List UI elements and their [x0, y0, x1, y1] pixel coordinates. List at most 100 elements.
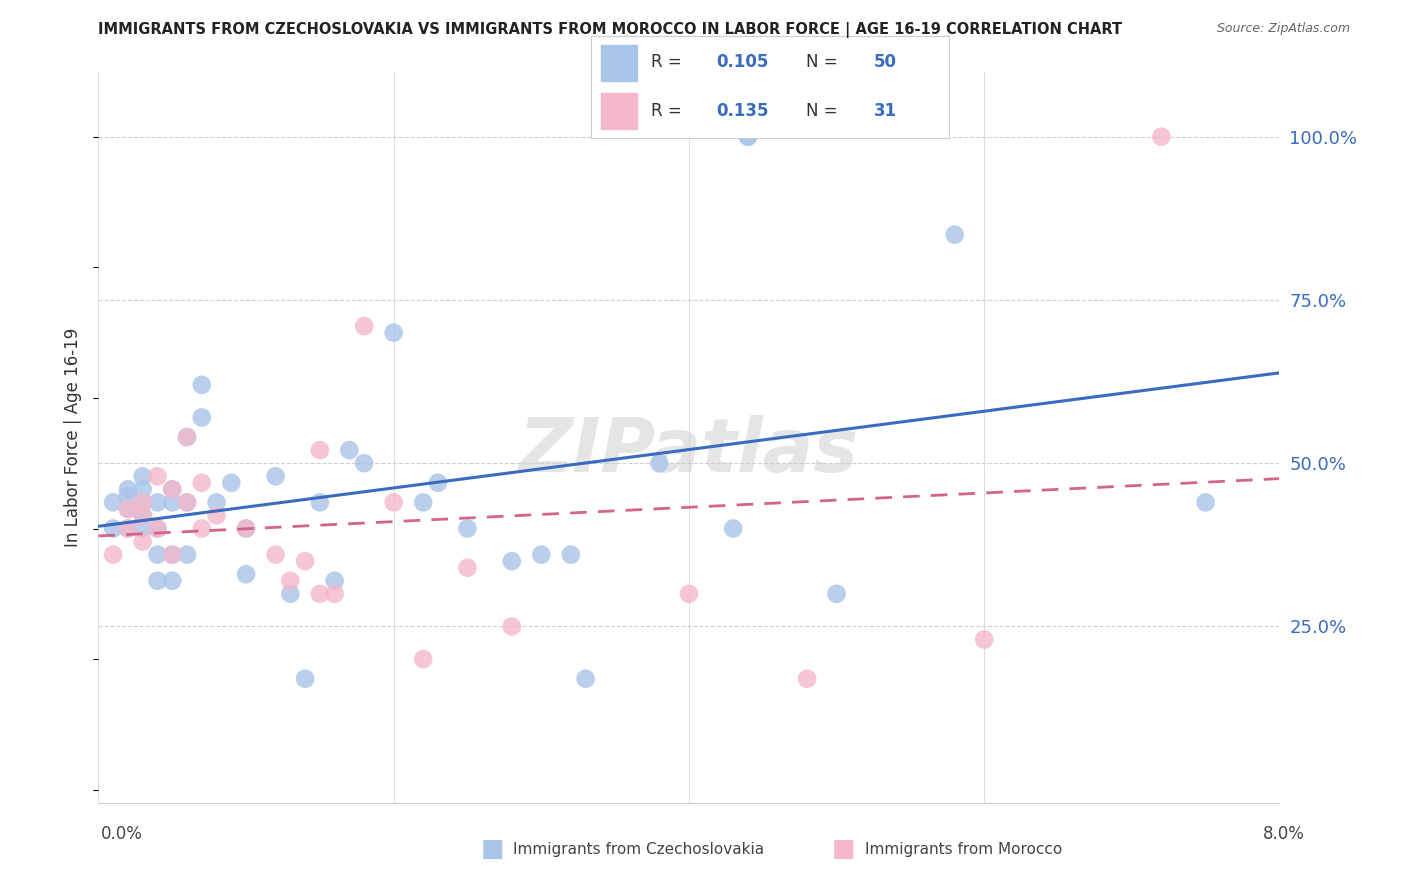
Text: Immigrants from Czechoslovakia: Immigrants from Czechoslovakia — [513, 842, 765, 856]
Text: ■: ■ — [832, 838, 855, 861]
Point — [412, 495, 434, 509]
Text: R =: R = — [651, 54, 688, 71]
Point — [146, 521, 169, 535]
Text: IMMIGRANTS FROM CZECHOSLOVAKIA VS IMMIGRANTS FROM MOROCCO IN LABOR FORCE | AGE 1: IMMIGRANTS FROM CZECHOSLOVAKIA VS IMMIGR… — [98, 22, 1122, 38]
Point — [308, 587, 332, 601]
Point — [117, 502, 139, 516]
Point — [205, 508, 228, 523]
Text: R =: R = — [651, 102, 688, 120]
Point — [117, 502, 139, 516]
Point — [973, 632, 995, 647]
Point — [132, 495, 155, 509]
Point — [132, 521, 155, 535]
Point — [117, 521, 139, 535]
Point — [648, 456, 671, 470]
Point — [219, 475, 242, 490]
Point — [235, 521, 257, 535]
Point — [382, 495, 405, 509]
Point — [235, 521, 257, 535]
Point — [501, 554, 523, 568]
Point — [530, 548, 553, 562]
Point — [117, 483, 139, 497]
Point — [132, 508, 155, 523]
Point — [191, 521, 214, 535]
Point — [176, 495, 198, 509]
Point — [796, 672, 818, 686]
Point — [146, 548, 169, 562]
Point — [235, 567, 257, 582]
Point — [103, 548, 125, 562]
Point — [574, 672, 596, 686]
Point — [721, 521, 744, 535]
Point — [117, 521, 139, 535]
Text: Source: ZipAtlas.com: Source: ZipAtlas.com — [1216, 22, 1350, 36]
Text: 0.135: 0.135 — [716, 102, 769, 120]
Point — [162, 495, 183, 509]
Point — [191, 410, 214, 425]
Point — [176, 495, 198, 509]
Point — [353, 456, 375, 470]
Point — [162, 548, 183, 562]
Point — [737, 129, 759, 144]
Point — [294, 672, 316, 686]
Point — [176, 430, 198, 444]
Point — [132, 508, 155, 523]
Point — [456, 560, 478, 574]
Point — [501, 619, 523, 633]
Point — [943, 227, 966, 242]
Point — [294, 554, 316, 568]
Bar — [602, 93, 637, 129]
Point — [162, 548, 183, 562]
Point — [132, 469, 155, 483]
Text: 0.0%: 0.0% — [101, 825, 143, 843]
Y-axis label: In Labor Force | Age 16-19: In Labor Force | Age 16-19 — [65, 327, 83, 547]
Point — [176, 430, 198, 444]
Point — [146, 469, 169, 483]
Text: 0.105: 0.105 — [716, 54, 769, 71]
Text: 50: 50 — [873, 54, 897, 71]
Text: 31: 31 — [873, 102, 897, 120]
Point — [132, 483, 155, 497]
Point — [162, 574, 183, 588]
Point — [308, 495, 332, 509]
Point — [117, 489, 139, 503]
Point — [560, 548, 582, 562]
Point — [1194, 495, 1216, 509]
Point — [456, 521, 478, 535]
Point — [337, 443, 360, 458]
Point — [132, 534, 155, 549]
Point — [103, 521, 125, 535]
Point — [353, 319, 375, 334]
Point — [308, 443, 332, 458]
Text: Immigrants from Morocco: Immigrants from Morocco — [865, 842, 1062, 856]
Point — [825, 587, 848, 601]
Text: N =: N = — [806, 54, 837, 71]
Text: ZIPatlas: ZIPatlas — [519, 415, 859, 488]
Point — [678, 587, 700, 601]
Point — [323, 587, 346, 601]
Point — [191, 475, 214, 490]
Point — [205, 495, 228, 509]
Point — [162, 483, 183, 497]
Point — [146, 495, 169, 509]
Point — [176, 548, 198, 562]
Point — [737, 129, 759, 144]
Point — [146, 521, 169, 535]
Point — [278, 574, 302, 588]
Point — [426, 475, 449, 490]
Point — [382, 326, 405, 340]
Text: 8.0%: 8.0% — [1263, 825, 1305, 843]
Text: ■: ■ — [481, 838, 503, 861]
Point — [264, 469, 287, 483]
Point — [264, 548, 287, 562]
Text: N =: N = — [806, 102, 837, 120]
Point — [1150, 129, 1173, 144]
Point — [103, 495, 125, 509]
Point — [146, 574, 169, 588]
Point — [278, 587, 302, 601]
Bar — [602, 45, 637, 81]
Point — [191, 377, 214, 392]
Point — [323, 574, 346, 588]
Point — [412, 652, 434, 666]
Point — [162, 483, 183, 497]
